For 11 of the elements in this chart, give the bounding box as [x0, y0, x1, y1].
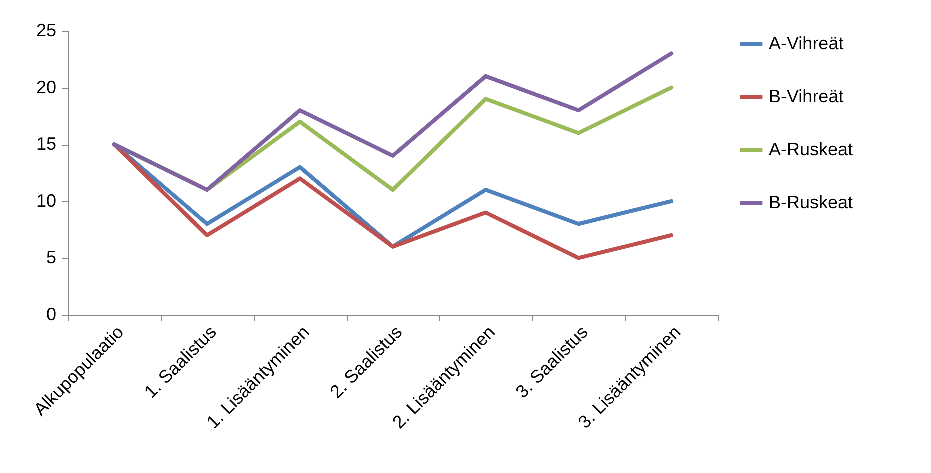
- y-tick-label: 25: [36, 20, 56, 40]
- y-tick-label: 10: [36, 190, 56, 211]
- legend-label: B-Vihreät: [769, 86, 844, 106]
- legend-label: A-Ruskeat: [769, 140, 854, 160]
- line-series: [112, 52, 674, 192]
- y-tick-label: 0: [46, 304, 56, 324]
- legend-label: B-Ruskeat: [769, 192, 854, 212]
- y-tick-label: 15: [36, 134, 56, 154]
- y-tick-label: 5: [46, 248, 56, 268]
- y-tick-label: 20: [36, 77, 56, 98]
- legend-label: A-Vihreät: [769, 34, 844, 54]
